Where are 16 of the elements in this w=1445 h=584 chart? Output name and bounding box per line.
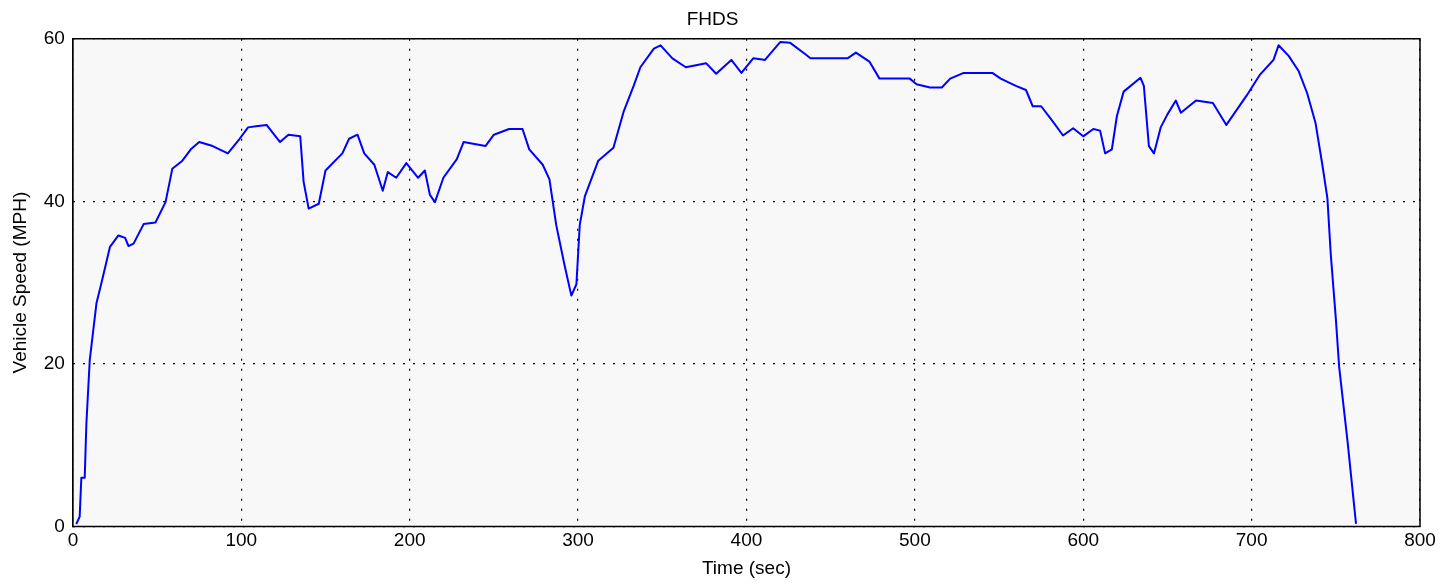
y-tick-label: 40 <box>43 189 65 211</box>
x-tick-label: 600 <box>1067 529 1100 551</box>
y-tick-label: 20 <box>43 352 65 374</box>
x-tick-label: 800 <box>1404 529 1436 551</box>
y-axis-title: Vehicle Speed (MPH) <box>8 191 30 374</box>
x-tick-label: 0 <box>67 529 79 551</box>
y-tick-label: 0 <box>54 514 65 536</box>
x-tick-label: 100 <box>225 529 258 551</box>
x-tick-label: 300 <box>562 529 594 551</box>
x-tick-label: 200 <box>393 529 426 551</box>
chart-title: FHDS <box>686 7 739 29</box>
x-tick-label: 700 <box>1235 529 1268 551</box>
y-tick-label: 60 <box>43 27 65 49</box>
x-axis-title: Time (sec) <box>701 556 791 578</box>
x-tick-label: 500 <box>899 529 931 551</box>
x-tick-label: 400 <box>730 529 763 551</box>
